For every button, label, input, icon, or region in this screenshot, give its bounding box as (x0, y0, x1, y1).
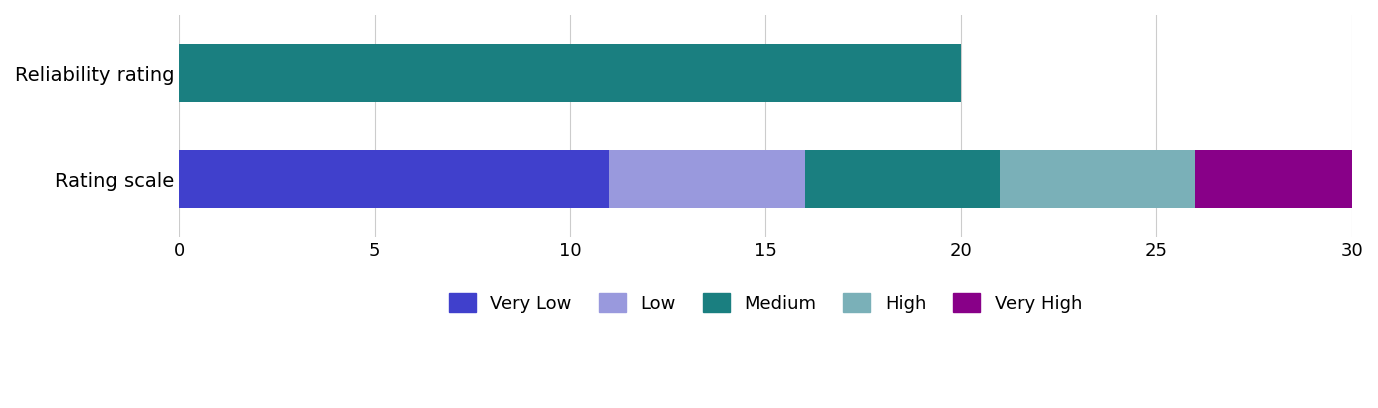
Bar (1195, 150, 1352, 208)
Bar (805, 150, 1000, 208)
Bar (1000, 150, 1195, 208)
Bar (179, 44, 960, 102)
Bar (609, 150, 805, 208)
Bar (179, 150, 609, 208)
Legend: Very Low, Low, Medium, High, Very High: Very Low, Low, Medium, High, Very High (440, 284, 1091, 322)
